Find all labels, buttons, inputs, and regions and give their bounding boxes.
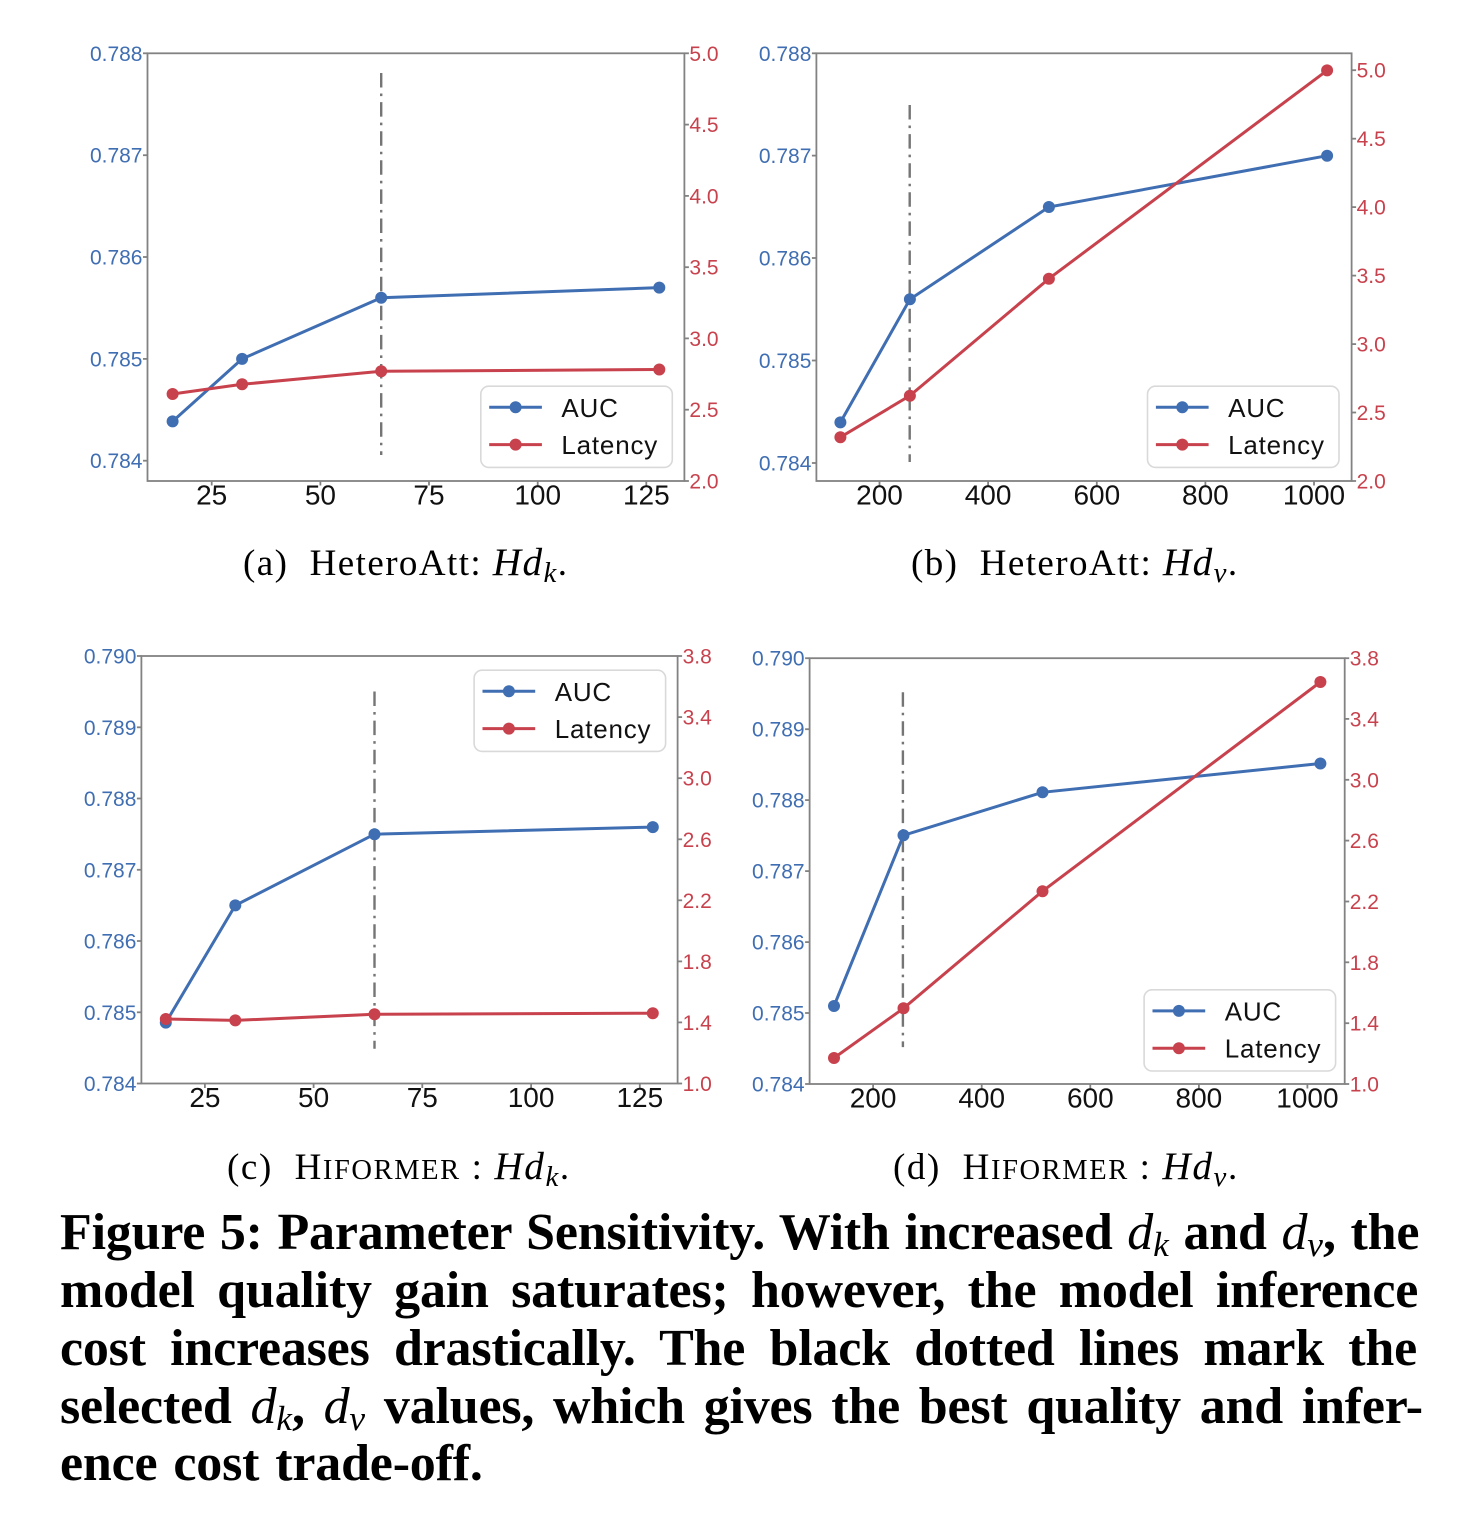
svg-text:0.787: 0.787 <box>752 861 805 884</box>
svg-text:125: 125 <box>623 480 670 511</box>
svg-text:5.0: 5.0 <box>689 43 718 66</box>
svg-text:0.785: 0.785 <box>759 350 812 373</box>
svg-text:0.784: 0.784 <box>90 450 143 473</box>
svg-text:0.787: 0.787 <box>90 145 143 168</box>
svg-text:800: 800 <box>1176 1083 1223 1114</box>
svg-text:0.789: 0.789 <box>84 717 137 740</box>
svg-text:3.8: 3.8 <box>1350 648 1379 671</box>
svg-text:0.788: 0.788 <box>752 790 805 813</box>
svg-text:1.0: 1.0 <box>683 1073 712 1096</box>
svg-text:2.6: 2.6 <box>683 829 712 852</box>
svg-text:2.0: 2.0 <box>1357 471 1386 494</box>
svg-text:1.0: 1.0 <box>1350 1074 1379 1097</box>
svg-text:0.784: 0.784 <box>759 453 812 476</box>
svg-text:5.0: 5.0 <box>1357 60 1386 83</box>
svg-text:0.784: 0.784 <box>752 1074 805 1097</box>
svg-text:0.785: 0.785 <box>752 1003 805 1026</box>
svg-text:AUC: AUC <box>561 393 618 423</box>
svg-text:0.788: 0.788 <box>84 788 137 811</box>
svg-text:3.4: 3.4 <box>1350 708 1380 731</box>
svg-text:0.786: 0.786 <box>84 931 137 954</box>
svg-text:3.0: 3.0 <box>1350 769 1379 792</box>
svg-text:200: 200 <box>850 1083 897 1114</box>
svg-text:2.5: 2.5 <box>1357 402 1386 425</box>
svg-text:600: 600 <box>1073 480 1120 511</box>
svg-text:0.784: 0.784 <box>84 1073 137 1096</box>
svg-text:50: 50 <box>298 1082 329 1113</box>
svg-text:25: 25 <box>189 1082 220 1113</box>
svg-text:AUC: AUC <box>1228 393 1285 423</box>
svg-text:3.5: 3.5 <box>1357 265 1386 288</box>
svg-text:AUC: AUC <box>1225 996 1282 1026</box>
svg-text:0.786: 0.786 <box>752 932 805 955</box>
svg-text:25: 25 <box>196 480 227 511</box>
svg-text:2.2: 2.2 <box>1350 891 1379 914</box>
svg-text:AUC: AUC <box>555 677 612 707</box>
svg-text:3.0: 3.0 <box>1357 334 1386 357</box>
svg-text:0.785: 0.785 <box>84 1002 137 1025</box>
svg-text:0.790: 0.790 <box>752 648 805 671</box>
svg-text:0.785: 0.785 <box>90 348 143 371</box>
svg-text:4.0: 4.0 <box>689 185 718 208</box>
svg-text:0.788: 0.788 <box>90 43 143 66</box>
svg-text:1.8: 1.8 <box>683 951 712 974</box>
svg-text:400: 400 <box>958 1083 1005 1114</box>
svg-text:1.8: 1.8 <box>1350 952 1379 975</box>
svg-text:0.786: 0.786 <box>90 247 143 270</box>
svg-text:Latency: Latency <box>561 430 658 460</box>
svg-text:3.0: 3.0 <box>683 768 712 791</box>
svg-text:1.4: 1.4 <box>683 1012 713 1035</box>
svg-text:4.0: 4.0 <box>1357 197 1386 220</box>
svg-text:50: 50 <box>305 480 336 511</box>
svg-text:Latency: Latency <box>555 714 652 744</box>
svg-text:0.786: 0.786 <box>759 248 812 271</box>
svg-text:100: 100 <box>514 480 561 511</box>
svg-text:100: 100 <box>508 1082 555 1113</box>
svg-text:Latency: Latency <box>1225 1034 1322 1064</box>
svg-text:2.0: 2.0 <box>689 471 718 494</box>
svg-text:0.790: 0.790 <box>84 646 137 669</box>
svg-text:3.5: 3.5 <box>689 257 718 280</box>
svg-text:75: 75 <box>407 1082 438 1113</box>
svg-text:2.6: 2.6 <box>1350 830 1379 853</box>
svg-text:0.787: 0.787 <box>84 859 137 882</box>
svg-text:0.787: 0.787 <box>759 145 812 168</box>
svg-text:3.0: 3.0 <box>689 328 718 351</box>
svg-text:400: 400 <box>965 480 1012 511</box>
svg-text:125: 125 <box>616 1082 663 1113</box>
svg-text:0.788: 0.788 <box>759 43 812 66</box>
svg-text:75: 75 <box>413 480 444 511</box>
svg-text:1000: 1000 <box>1283 480 1345 511</box>
svg-text:1000: 1000 <box>1276 1083 1338 1114</box>
svg-text:3.8: 3.8 <box>683 646 712 669</box>
svg-text:2.2: 2.2 <box>683 890 712 913</box>
svg-text:4.5: 4.5 <box>689 114 718 137</box>
svg-text:3.4: 3.4 <box>683 707 713 730</box>
svg-text:200: 200 <box>856 480 903 511</box>
svg-text:4.5: 4.5 <box>1357 128 1386 151</box>
svg-text:0.789: 0.789 <box>752 719 805 742</box>
svg-text:1.4: 1.4 <box>1350 1013 1380 1036</box>
svg-text:800: 800 <box>1182 480 1229 511</box>
svg-text:2.5: 2.5 <box>689 399 718 422</box>
svg-text:600: 600 <box>1067 1083 1114 1114</box>
svg-text:Latency: Latency <box>1228 430 1325 460</box>
